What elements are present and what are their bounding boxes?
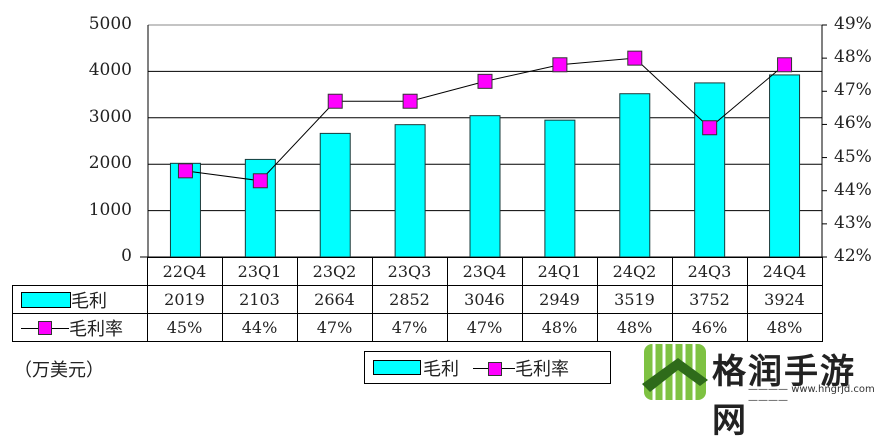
y-tick-label: 1000 — [88, 199, 132, 220]
category-cell: 24Q2 — [596, 257, 673, 286]
row-label-gross: 毛利 — [12, 285, 148, 314]
bar-23Q4 — [469, 115, 501, 258]
watermark: 格润手游网 ———— www.hngrjd.com ———— — [640, 340, 886, 441]
y-tick-label: 2000 — [88, 153, 132, 174]
line-marker-swatch-icon — [21, 320, 69, 335]
bar-23Q3 — [394, 124, 426, 258]
y2-tick-label: 44% — [834, 179, 872, 200]
value-cell: 3924 — [746, 285, 823, 314]
value-cell: 2019 — [146, 285, 223, 314]
y2-tick-label: 43% — [834, 212, 872, 233]
y-tick-label: 5000 — [88, 14, 132, 34]
bar-23Q2 — [319, 132, 351, 258]
category-cell: 22Q4 — [146, 257, 223, 286]
value-cell: 2664 — [296, 285, 373, 314]
value-cell: 44% — [221, 313, 298, 342]
table-row-gross: 毛利 2019 2103 2664 2852 3046 2949 3519 37… — [12, 285, 823, 314]
y2-tick-label: 49% — [834, 14, 872, 34]
y-tick-label: 3000 — [88, 106, 132, 127]
row-label-margin: 毛利率 — [12, 313, 148, 342]
y2-tick-label: 45% — [834, 146, 872, 167]
category-cell: 23Q1 — [221, 257, 298, 286]
unit-label: （万美元） — [14, 360, 104, 381]
y-tick-label: 0 — [121, 246, 132, 266]
y2-tick-label: 47% — [834, 80, 872, 101]
line-marker-24Q3 — [702, 120, 718, 136]
y2-tick-label: 42% — [834, 246, 872, 266]
value-cell: 2852 — [371, 285, 448, 314]
y2-tick-label: 48% — [834, 47, 872, 68]
data-table: 22Q4 23Q1 23Q2 23Q3 23Q4 24Q1 24Q2 24Q3 … — [12, 257, 823, 342]
value-cell: 46% — [671, 313, 748, 342]
value-cell: 2949 — [521, 285, 598, 314]
value-cell: 48% — [596, 313, 673, 342]
value-cell: 48% — [746, 313, 823, 342]
y-tick-label: 4000 — [88, 60, 132, 81]
line-marker-23Q4 — [477, 73, 493, 89]
line-marker-23Q3 — [402, 93, 418, 109]
value-cell: 47% — [371, 313, 448, 342]
legend-line-label: 毛利率 — [515, 358, 569, 380]
category-cell: 23Q2 — [296, 257, 373, 286]
line-marker-23Q2 — [327, 93, 343, 109]
value-cell: 3046 — [446, 285, 523, 314]
table-header-row: 22Q4 23Q1 23Q2 23Q3 23Q4 24Q1 24Q2 24Q3 … — [12, 257, 823, 286]
bar-24Q1 — [544, 119, 576, 258]
value-cell: 2103 — [221, 285, 298, 314]
category-cell: 24Q1 — [521, 257, 598, 286]
watermark-url: ———— www.hngrjd.com ———— — [748, 384, 875, 406]
legend-line-swatch-icon — [473, 361, 515, 376]
watermark-logo-icon — [642, 344, 708, 400]
y2-tick-label: 46% — [834, 113, 872, 134]
line-marker-23Q1 — [252, 173, 268, 189]
line-marker-22Q4 — [177, 163, 193, 179]
bar-24Q3 — [694, 82, 726, 258]
line-marker-24Q1 — [552, 57, 568, 73]
line-marker-24Q2 — [627, 50, 643, 66]
bar-swatch-icon — [21, 291, 71, 308]
chart-canvas — [140, 24, 827, 258]
value-cell: 3519 — [596, 285, 673, 314]
line-marker-24Q4 — [777, 57, 793, 73]
bar-24Q4 — [769, 74, 801, 258]
legend-bar-swatch-icon — [373, 360, 421, 375]
value-cell: 45% — [146, 313, 223, 342]
category-cell: 23Q4 — [446, 257, 523, 286]
category-cell: 24Q4 — [746, 257, 823, 286]
chart-legend: 毛利 毛利率 — [364, 351, 611, 384]
bar-24Q2 — [619, 93, 651, 258]
value-cell: 3752 — [671, 285, 748, 314]
value-cell: 47% — [296, 313, 373, 342]
legend-bar-label: 毛利 — [423, 358, 459, 380]
table-row-margin: 毛利率 45% 44% 47% 47% 47% 48% 48% 46% 48% — [12, 313, 823, 342]
value-cell: 48% — [521, 313, 598, 342]
value-cell: 47% — [446, 313, 523, 342]
category-cell: 24Q3 — [671, 257, 748, 286]
category-cell: 23Q3 — [371, 257, 448, 286]
